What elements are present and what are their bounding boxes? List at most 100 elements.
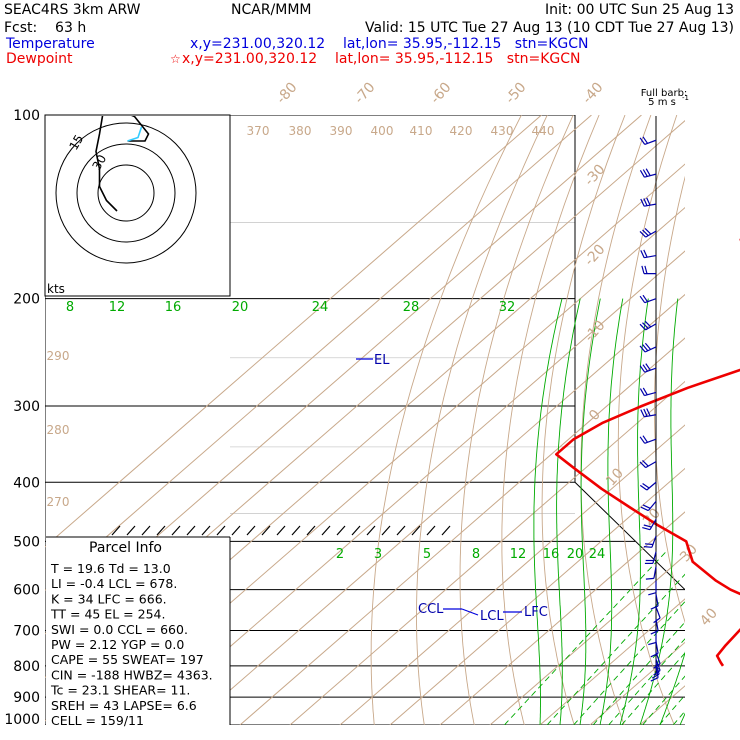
wind-barb <box>647 501 657 511</box>
pressure-tick-label: 1000 <box>4 712 40 728</box>
mixing-ratio-line <box>573 600 685 725</box>
isotherm-label: -80 <box>273 79 300 107</box>
mixing-ratio-label: 8 <box>472 547 480 562</box>
isotherm-line <box>439 511 685 725</box>
hodograph-ring <box>76 143 176 243</box>
theta-label: 430 <box>491 124 514 138</box>
theta-side-label: 270 <box>47 495 70 509</box>
inversion-hatch <box>156 525 166 536</box>
wind-barb-feather <box>643 198 648 206</box>
inversion-hatch <box>396 525 406 536</box>
isotherm-line <box>489 554 685 725</box>
wind-barb <box>646 481 657 491</box>
parcel-row: K = 34 LFC = 666. <box>51 591 167 606</box>
forecast-hour: Fcst: 63 h <box>4 20 86 36</box>
hodograph-unit: kts <box>47 282 65 296</box>
wind-barb <box>655 606 661 619</box>
wind-header-exponent: -1 <box>682 94 689 102</box>
wind-barb-feather <box>642 136 648 144</box>
dry-adiabat <box>689 115 740 725</box>
wind-barb-feather <box>642 483 650 489</box>
theta-label: 400 <box>371 124 394 138</box>
inversion-hatch <box>291 525 301 536</box>
inversion-hatch <box>276 525 286 536</box>
wind-barb-feather <box>648 641 657 646</box>
wind-barb <box>655 618 659 631</box>
inversion-hatch <box>441 525 451 536</box>
wind-barb-feather <box>644 543 653 546</box>
wind-barb-feather <box>640 506 649 512</box>
moist-adiabat-label: 32 <box>499 300 516 315</box>
wind-barb-feather <box>644 265 648 274</box>
pressure-axis: 100 200 300 400 500 600 700 800 900 1000 <box>4 108 40 728</box>
pressure-tick-label: 900 <box>13 690 40 706</box>
isotherm-line <box>690 115 740 725</box>
isotherm-line <box>339 424 685 725</box>
lcl-tick <box>461 608 479 616</box>
wind-barb-feather <box>642 527 651 531</box>
wind-barb-feather <box>644 342 652 350</box>
inversion-hatch <box>411 525 421 536</box>
isotherm-line <box>45 115 592 591</box>
parcel-row: SWI = 0.0 CCL = 660. <box>51 622 188 637</box>
parcel-row: Tc = 23.1 SHEAR= 11. <box>50 683 190 698</box>
wind-barb-feather <box>645 363 651 371</box>
wind-barb-feather <box>642 169 648 177</box>
wind-barb <box>645 461 657 469</box>
moist-adiabat-label: 16 <box>165 300 182 315</box>
inversion-hatch <box>231 525 241 536</box>
wind-barb <box>652 551 657 564</box>
wind-barb-feather <box>646 197 651 206</box>
parcel-row: CELL = 159/11 <box>51 713 144 728</box>
inversion-hatch <box>246 525 256 536</box>
isotherm-label: -70 <box>351 79 378 107</box>
parcel-box-background <box>46 537 230 725</box>
wind-barb <box>655 641 659 654</box>
wind-barb <box>655 652 661 664</box>
mixing-ratio-label: 24 <box>589 547 606 562</box>
pressure-tick-label: 700 <box>13 624 40 640</box>
wind-barb-feather <box>645 168 651 176</box>
wind-barb-feather <box>642 229 649 237</box>
parcel-row: CAPE = 55 SWEAT= 197 <box>51 652 204 667</box>
inversion-hatch <box>216 525 226 536</box>
lfc-label: LFC <box>524 605 548 620</box>
isotherm-label: -20 <box>581 241 608 269</box>
pressure-tick-label: 800 <box>13 659 40 675</box>
inversion-hatch <box>186 525 196 536</box>
mixing-ratio-label: 2 <box>336 547 344 562</box>
isotherm-line <box>189 293 685 725</box>
theta-label: 410 <box>410 124 433 138</box>
wind-barb <box>644 298 657 304</box>
moist-adiabat-label: 12 <box>109 300 126 315</box>
parcel-row: LI = -0.4 LCL = 678. <box>51 576 177 591</box>
dry-adiabat <box>654 175 685 624</box>
wind-barb-feather <box>639 169 645 178</box>
wind-barb <box>644 139 657 145</box>
mixing-ratio-line <box>672 710 685 725</box>
wind-barb <box>644 254 657 259</box>
dry-adiabat <box>459 115 574 725</box>
isotherm-line <box>139 250 685 725</box>
wind-barb <box>655 658 661 671</box>
mixing-ratio-line <box>504 551 667 725</box>
valid-time: Valid: 15 UTC Tue 27 Aug 13 (10 CDT Tue … <box>365 20 734 36</box>
isotherm-label: -50 <box>502 79 529 107</box>
theta-label: 420 <box>450 124 473 138</box>
moist-adiabat <box>533 298 563 725</box>
inversion-hatch <box>321 525 331 536</box>
dry-adiabat <box>501 115 600 725</box>
dewpoint-legend: Dewpoint <box>6 51 73 67</box>
wind-barb-feather <box>639 323 647 331</box>
inversion-hatch <box>351 525 361 536</box>
wind-barb-feather <box>640 250 645 258</box>
hodograph-ring <box>55 122 197 264</box>
wind-barb-feather <box>639 365 646 373</box>
dry-adiabats <box>370 115 740 725</box>
wind-header-unit: 5 m s <box>648 97 676 108</box>
isotherm-label: -30 <box>581 161 608 189</box>
init-time: Init: 00 UTC Sun 25 Aug 13 <box>545 2 734 18</box>
dewpoint-line <box>555 238 740 667</box>
mixing-ratio-label: 12 <box>510 547 527 562</box>
theta-label: 370 <box>247 124 270 138</box>
